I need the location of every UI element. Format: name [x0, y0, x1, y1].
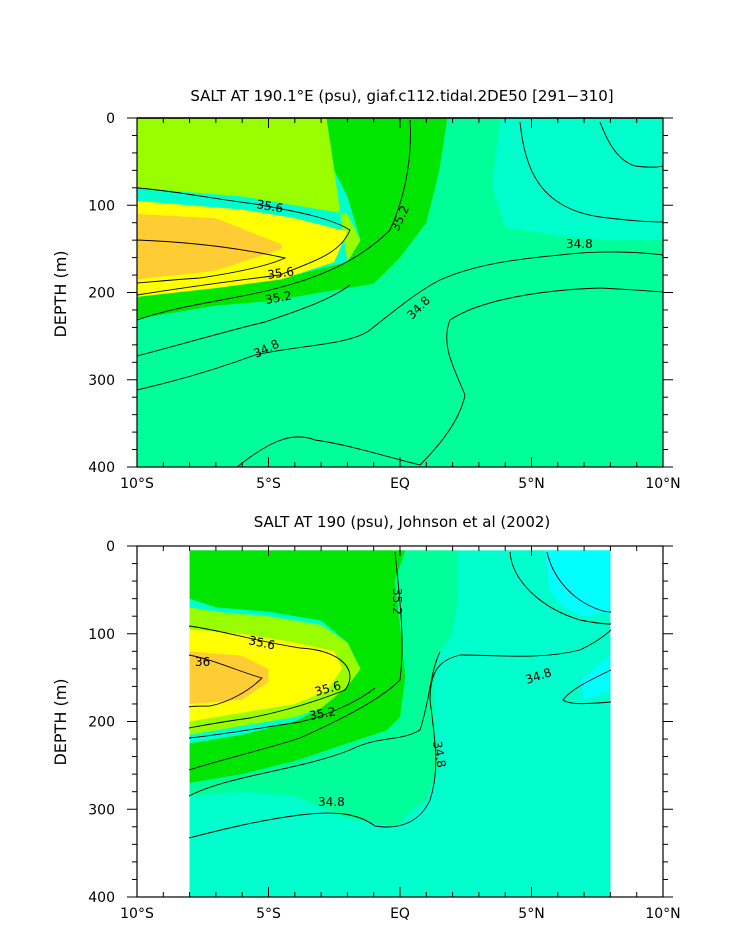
contour-label: 35.6 — [247, 633, 276, 652]
panel-observations: SALT AT 190 (psu), Johnson et al (2002) … — [51, 513, 681, 922]
y-tick-label: 100 — [88, 198, 115, 214]
contour-label: 34.8 — [566, 237, 593, 251]
contour-label: 35.2 — [390, 588, 404, 615]
contour-line-35.0 — [519, 121, 664, 223]
x-tick-label: 5°S — [256, 906, 281, 922]
contour-label: 35.6 — [313, 678, 342, 698]
contour-label: 36 — [195, 655, 210, 669]
axes: 10°S 5°S EQ 5°N 10°N 0 100 200 300 400 — [88, 539, 680, 922]
contour-band-35.2-35.4 — [189, 550, 406, 783]
contour-fills — [137, 118, 663, 467]
contour-band-34.8-35.0 — [492, 118, 663, 241]
contour-line-35.0 — [188, 651, 441, 797]
contour-line-35.8 — [136, 239, 287, 284]
contour-label: 34.8 — [430, 740, 448, 769]
contour-label: 35.6 — [255, 197, 284, 215]
y-tick-label: 100 — [88, 627, 115, 643]
x-tick-label: EQ — [390, 476, 410, 492]
contour-line-35.6 — [188, 625, 351, 729]
contour-line-34.6 — [546, 551, 612, 613]
contour-band-35.4-35.6 — [137, 118, 361, 262]
contour-lines — [188, 551, 612, 839]
x-tick-label: 10°N — [645, 906, 680, 922]
y-tick-label: 400 — [88, 460, 115, 476]
panel-model: SALT AT 190.1°E (psu), giaf.c112.tidal.2… — [51, 87, 681, 492]
x-tick-label: 10°S — [120, 476, 154, 492]
contour-line-34.6b — [562, 669, 612, 705]
y-axis-label: DEPTH (m) — [51, 250, 70, 337]
contour-band-34.6-34.8 — [544, 550, 611, 617]
contour-band-35.8-36.0 — [137, 214, 282, 280]
y-tick-label: 400 — [88, 890, 115, 906]
contour-fills — [189, 550, 611, 897]
contour-line-35.4 — [136, 284, 351, 357]
y-tick-label: 0 — [106, 111, 115, 127]
contour-line-35.4 — [188, 687, 376, 739]
x-tick-label: 10°N — [645, 476, 680, 492]
contour-line-34.8b — [509, 551, 612, 625]
contour-line-34.8 — [136, 251, 664, 391]
x-tick-label: EQ — [390, 906, 410, 922]
x-tick-label: 5°S — [256, 476, 281, 492]
chart-title: SALT AT 190 (psu), Johnson et al (2002) — [254, 513, 551, 531]
y-tick-label: 300 — [88, 373, 115, 389]
x-tick-label: 5°N — [518, 906, 544, 922]
contour-band-35.2-35.4 — [137, 118, 448, 319]
contour-line-35.6 — [136, 187, 351, 296]
y-tick-label: 0 — [106, 539, 115, 555]
contour-lines — [136, 119, 664, 468]
contour-label: 35.2 — [264, 289, 293, 307]
contour-line-34.8 — [188, 629, 612, 839]
contour-band-34.8-35.0 — [189, 550, 611, 897]
contour-line-34.6 — [236, 287, 664, 468]
contour-band-35.8-36.0 — [189, 651, 269, 704]
y-tick-label: 200 — [88, 715, 115, 731]
chart-title: SALT AT 190.1°E (psu), giaf.c112.tidal.2… — [190, 87, 613, 105]
contour-band-35.0-35.2 — [137, 118, 663, 467]
y-tick-label: 200 — [88, 286, 115, 302]
y-tick-label: 300 — [88, 802, 115, 818]
contour-label: 34.8 — [318, 795, 345, 809]
y-axis-label: DEPTH (m) — [51, 678, 70, 765]
contour-label: 35.6 — [266, 264, 294, 282]
contour-line-35.2 — [188, 551, 403, 771]
contour-line-35.2 — [136, 119, 411, 321]
axes: 10°S 5°S EQ 5°N 10°N 0 100 200 300 400 — [88, 111, 680, 492]
contour-label: 35.2 — [308, 705, 337, 723]
contour-line-34.6b — [599, 121, 664, 168]
contour-line-36 — [188, 654, 263, 708]
contour-band-35.0-35.2 — [189, 550, 458, 827]
x-tick-label: 10°S — [120, 906, 154, 922]
x-tick-label: 5°N — [518, 476, 544, 492]
